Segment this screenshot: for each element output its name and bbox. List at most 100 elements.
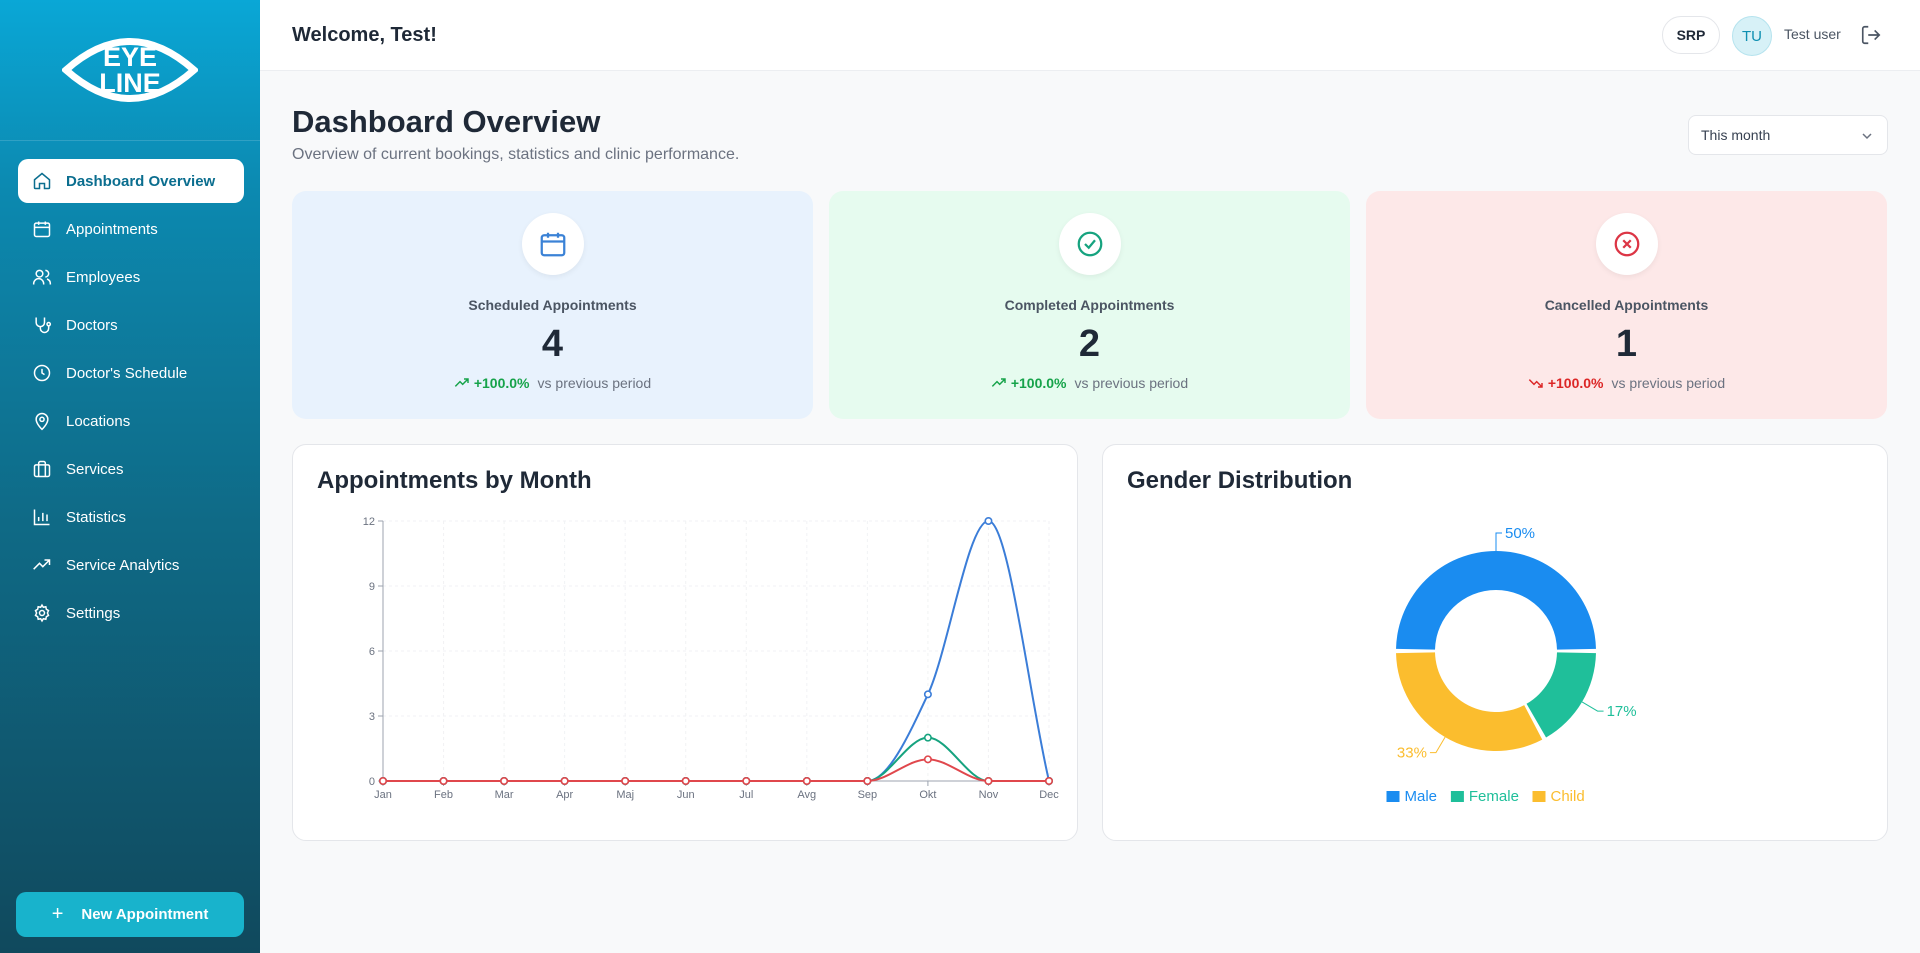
- calendar-icon: [540, 232, 565, 257]
- period-value: This month: [1701, 127, 1771, 143]
- stat-label: Scheduled Appointments: [468, 297, 637, 313]
- series-line: [383, 758, 1049, 782]
- stethoscope-icon: [35, 317, 52, 334]
- stat-card-cancelled: Cancelled Appointments 1 +100.0% vs prev…: [1366, 191, 1887, 419]
- map-pin-icon: [35, 412, 49, 431]
- trending-up-icon: [33, 559, 51, 570]
- y-tick-label: 0: [369, 776, 375, 788]
- donut-chart: 50% 33% 17% Male Female Child: [1386, 525, 1637, 805]
- new-appointment-label: New Appointment: [81, 906, 209, 923]
- stat-card-completed: Completed Appointments 2 +100.0% vs prev…: [829, 191, 1350, 419]
- sidebar-item-label: Employees: [66, 268, 141, 286]
- logout-icon[interactable]: [1860, 24, 1882, 46]
- trending-up-icon: [991, 378, 1006, 387]
- logo[interactable]: EYE LINE: [0, 0, 260, 141]
- slice-label-line: [1581, 701, 1604, 712]
- x-tick-label: Nov: [979, 789, 999, 801]
- clock-icon: [33, 364, 51, 382]
- sidebar-item-label: Service Analytics: [66, 556, 180, 574]
- x-tick-label: Okt: [919, 789, 936, 801]
- data-point: [802, 776, 811, 785]
- sidebar-item-doctors-schedule[interactable]: Doctor's Schedule: [18, 351, 244, 395]
- sidebar-item-label: Dashboard Overview: [66, 172, 216, 190]
- sidebar-item-label: Services: [66, 460, 124, 478]
- trending-up-icon: [454, 378, 469, 387]
- x-tick-label: Avg: [797, 789, 816, 801]
- stat-icon-wrap: [1595, 213, 1658, 275]
- x-tick-label: Feb: [434, 789, 453, 801]
- sidebar-item-doctors[interactable]: Doctors: [18, 303, 244, 347]
- stat-trend: +100.0% vs previous period: [1366, 375, 1887, 391]
- sidebar-item-employees[interactable]: Employees: [18, 255, 244, 299]
- data-point: [379, 776, 388, 785]
- data-point: [923, 690, 932, 699]
- language-button[interactable]: SRP: [1662, 16, 1720, 54]
- sidebar-item-locations[interactable]: Locations: [18, 399, 244, 443]
- stat-icon-wrap: [521, 213, 584, 275]
- slice-label: 17%: [1607, 703, 1637, 720]
- y-tick-label: 6: [369, 646, 375, 658]
- home-icon: [33, 172, 51, 190]
- avatar[interactable]: TU: [1732, 16, 1772, 56]
- trending-down-icon: [1528, 379, 1543, 388]
- new-appointment-button[interactable]: + New Appointment: [16, 892, 244, 937]
- sidebar-item-appointments[interactable]: Appointments: [18, 207, 244, 251]
- x-tick-label: Jan: [374, 789, 392, 801]
- appointments-by-month-card: Appointments by Month 0 3 6 9 12 Jan Feb Mar Apr…: [292, 444, 1078, 841]
- sidebar-item-settings[interactable]: Settings: [18, 591, 244, 635]
- data-point: [560, 776, 569, 785]
- welcome-text: Welcome, Test!: [292, 24, 437, 46]
- chart-title: Gender Distribution: [1127, 467, 1353, 494]
- slice-child: [1396, 652, 1543, 751]
- plus-icon: +: [51, 903, 64, 925]
- sidebar-item-services[interactable]: Services: [18, 447, 244, 491]
- sidebar-nav: Dashboard Overview Appointments Employee…: [0, 141, 260, 635]
- stat-value: 2: [1078, 323, 1101, 365]
- gear-icon: [34, 603, 50, 623]
- stat-label: Completed Appointments: [1004, 297, 1175, 313]
- x-tick-label: Maj: [616, 789, 634, 801]
- legend-swatch: [1532, 791, 1546, 802]
- x-tick-label: Dec: [1039, 789, 1059, 801]
- sidebar-item-label: Doctor's Schedule: [66, 364, 188, 382]
- stat-trend: +100.0% vs previous period: [292, 375, 813, 391]
- data-point: [681, 776, 690, 785]
- calendar-icon: [33, 221, 51, 238]
- x-tick-label: Sep: [858, 789, 878, 801]
- legend-swatch: [1386, 791, 1400, 802]
- top-header: Welcome, Test! SRP TU Test user: [260, 0, 1920, 71]
- stat-value: 4: [541, 323, 564, 365]
- x-circle-icon: [1614, 231, 1639, 257]
- x-tick-label: Apr: [556, 789, 573, 801]
- legend-label: Child: [1551, 788, 1585, 805]
- gender-distribution-card: Gender Distribution 50% 33% 17% Male Female C…: [1102, 444, 1888, 841]
- slice-label: 33%: [1397, 745, 1427, 762]
- legend-label: Female: [1469, 788, 1519, 805]
- stat-card-scheduled: Scheduled Appointments 4 +100.0% vs prev…: [292, 191, 813, 419]
- stat-suffix: vs previous period: [1611, 375, 1726, 391]
- legend-label: Male: [1405, 788, 1438, 805]
- period-select[interactable]: This month: [1688, 115, 1888, 155]
- data-point: [984, 517, 993, 526]
- slice-label: 50%: [1505, 525, 1535, 542]
- stat-suffix: vs previous period: [537, 375, 652, 391]
- sidebar-item-statistics[interactable]: Statistics: [18, 495, 244, 539]
- data-point: [863, 776, 872, 785]
- data-point: [1044, 776, 1053, 785]
- x-tick-label: Mar: [495, 789, 514, 801]
- data-point: [500, 776, 509, 785]
- stat-trend: +100.0% vs previous period: [829, 375, 1350, 391]
- data-point: [984, 776, 993, 785]
- sidebar-item-service-analytics[interactable]: Service Analytics: [18, 543, 244, 587]
- sidebar-item-label: Doctors: [66, 316, 118, 334]
- chart-title: Appointments by Month: [317, 467, 592, 494]
- stat-change: +100.0%: [1547, 375, 1604, 391]
- sidebar: EYE LINE Dashboard Overview Appointments…: [0, 0, 260, 953]
- logo-text-line: LINE: [99, 68, 161, 98]
- slice-female: [1526, 652, 1596, 738]
- sidebar-item-dashboard-overview[interactable]: Dashboard Overview: [18, 159, 244, 203]
- stat-change: +100.0%: [1010, 375, 1067, 391]
- data-point: [742, 776, 751, 785]
- logo-text-eye: EYE: [103, 42, 157, 72]
- stat-icon-wrap: [1058, 213, 1121, 275]
